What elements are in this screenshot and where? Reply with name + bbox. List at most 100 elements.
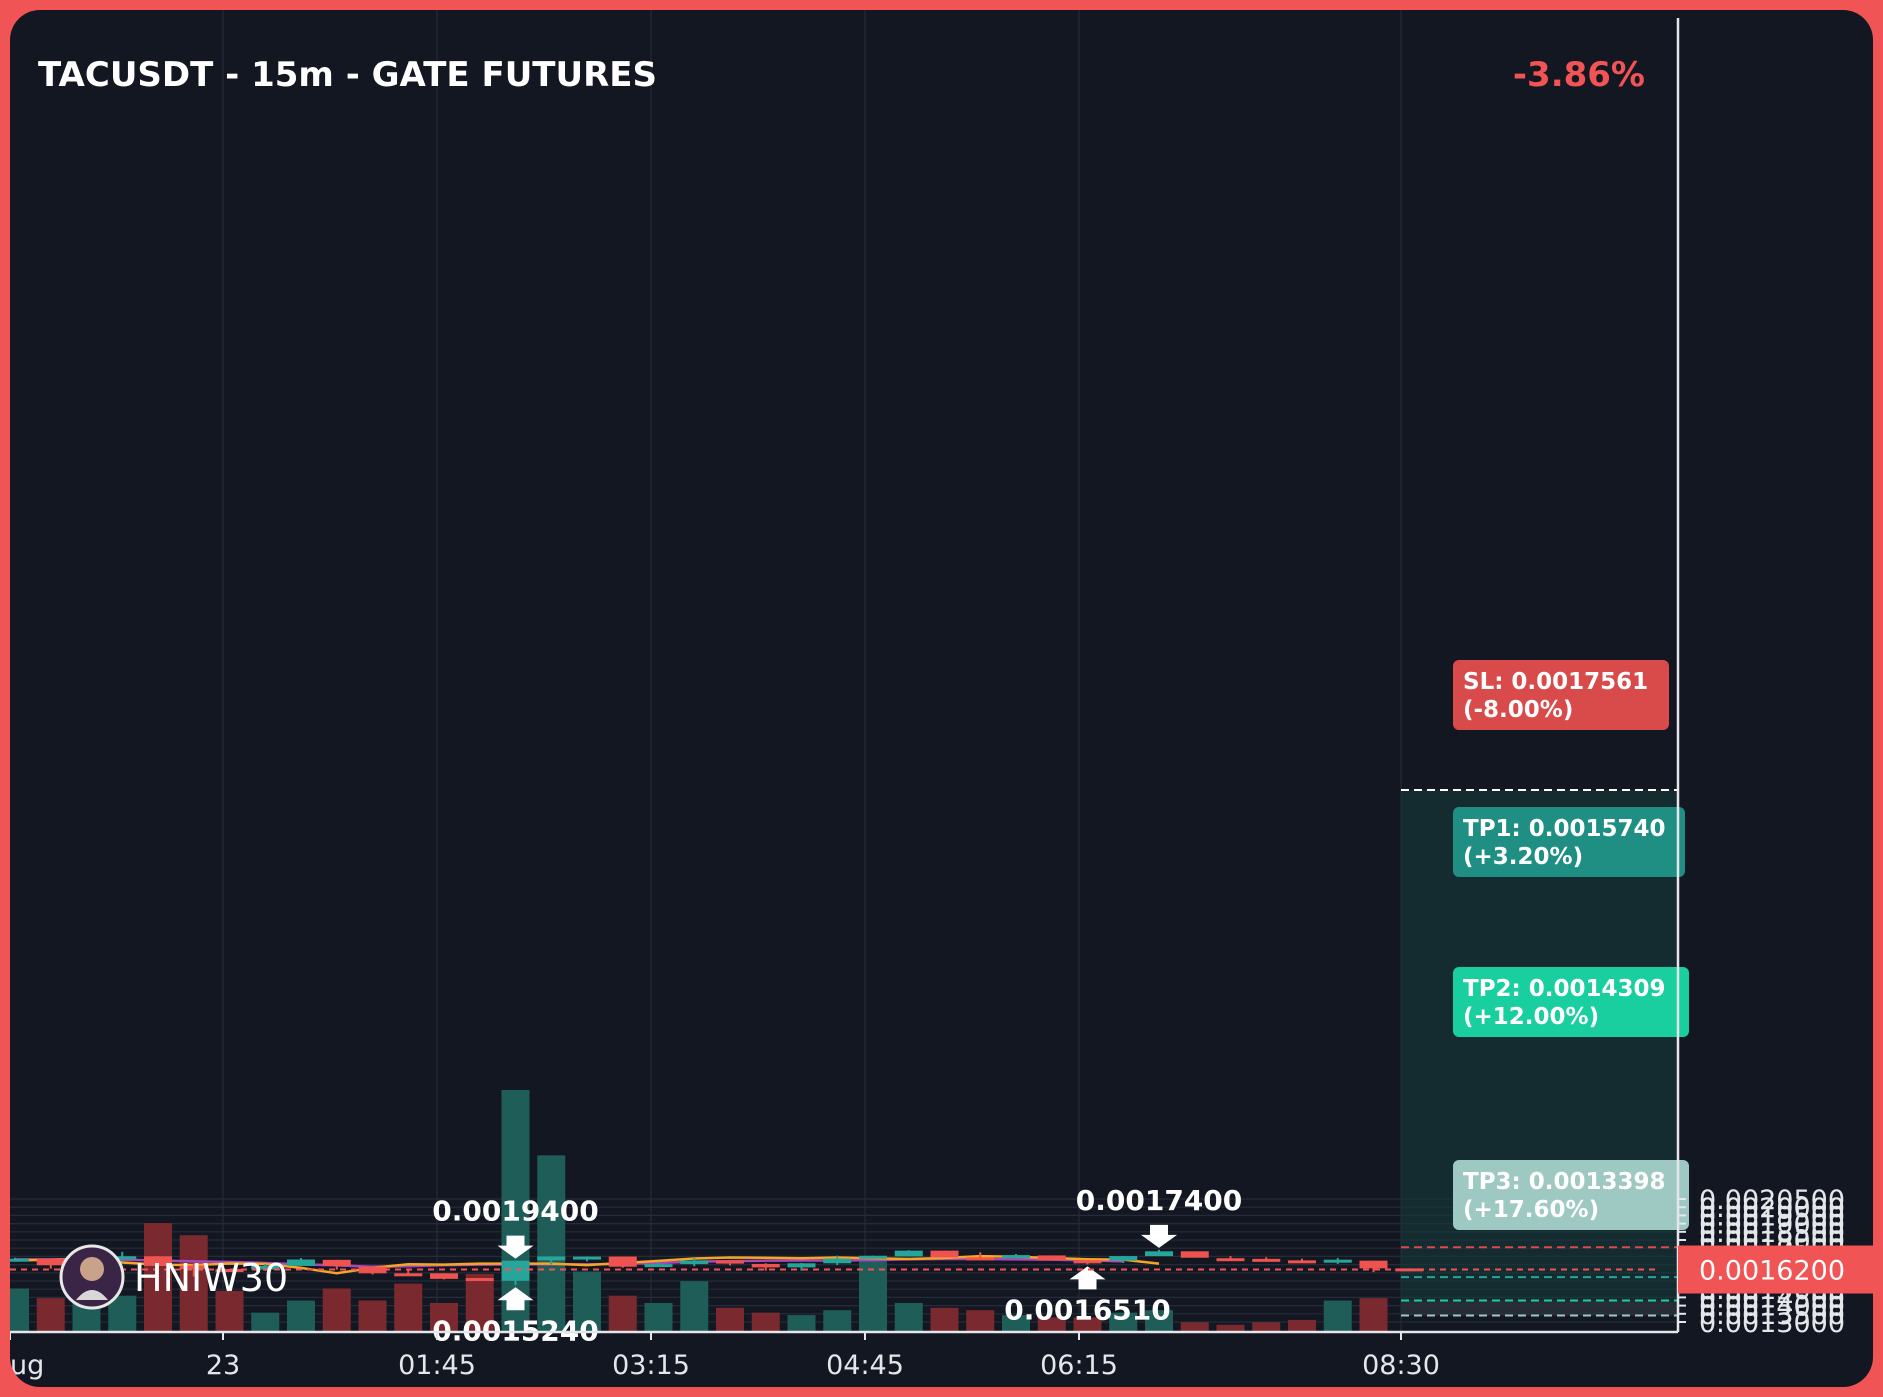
volume-bar — [751, 1312, 780, 1332]
volume-bar — [573, 1271, 601, 1332]
volume-bar — [1216, 1324, 1245, 1332]
tp2-label: TP2: 0.0014309 — [1463, 976, 1666, 1002]
candle-down — [930, 1250, 959, 1258]
candle-up — [1145, 1251, 1173, 1257]
candle-down — [1216, 1258, 1245, 1262]
volume-bar — [1073, 1317, 1102, 1332]
x-tick-label: 08:30 — [1362, 1350, 1440, 1381]
arrow-up-icon — [1069, 1266, 1106, 1290]
candle-up — [287, 1259, 315, 1266]
high-annotation-label: 0.0019400 — [432, 1195, 599, 1228]
candle-down — [465, 1278, 494, 1282]
candle-up — [1002, 1255, 1030, 1259]
volume-bar — [394, 1283, 423, 1332]
x-tick-label: 01:45 — [398, 1350, 476, 1381]
candle-down — [751, 1263, 780, 1268]
volume-bar — [36, 1298, 65, 1332]
brand-watermark: HNIW30 — [59, 1244, 288, 1310]
candle-up — [537, 1256, 566, 1261]
candle-up — [573, 1256, 601, 1260]
ma-fast-line — [14, 1254, 1160, 1275]
volume-bar — [859, 1259, 887, 1332]
tp2-box — [1453, 967, 1689, 1037]
volume-bar — [1109, 1312, 1138, 1332]
x-tick-label: 03:15 — [612, 1350, 690, 1381]
candle-up — [823, 1258, 852, 1264]
volume-bar — [894, 1302, 923, 1332]
candle-down — [322, 1259, 351, 1267]
sl-percent: (-8.00%) — [1463, 697, 1573, 723]
brand-name: HNIW30 — [134, 1256, 288, 1300]
moving-averages — [14, 1254, 1160, 1275]
candle-up — [644, 1264, 673, 1268]
volume-bar — [322, 1288, 351, 1332]
avatar-face-icon — [80, 1257, 104, 1281]
volume-bar — [608, 1295, 637, 1332]
y-tick-label: 0.0013000 — [1699, 1308, 1845, 1339]
candle-down — [358, 1266, 387, 1274]
candle-up — [251, 1265, 280, 1270]
candle-up — [859, 1255, 887, 1259]
arrow-down-icon — [1141, 1224, 1177, 1248]
tp3-label: TP3: 0.0013398 — [1463, 1169, 1666, 1195]
y-tick-label: 0.0020500 — [1699, 1185, 1845, 1216]
arrow-up-icon — [497, 1287, 534, 1311]
candle-up — [680, 1260, 709, 1265]
candle-up — [787, 1263, 816, 1268]
volume-bar — [1180, 1322, 1209, 1332]
candle-down — [215, 1269, 244, 1273]
volume-bar — [716, 1307, 744, 1332]
y-tick-label: 0.0019000 — [1699, 1210, 1845, 1241]
candle-up — [894, 1250, 923, 1257]
candle-down — [1037, 1255, 1066, 1261]
candle-down — [144, 1256, 172, 1266]
volume-bar — [966, 1310, 995, 1332]
x-tick-label: 23 — [206, 1350, 240, 1381]
axes: 0.00130000.00135000.00140000.00145000.00… — [10, 18, 1873, 1381]
x-tick-label: ug — [10, 1350, 44, 1381]
level-labels: SL: 0.0017561(-8.00%) TP1: 0.0015740(+3.2… — [1453, 660, 1689, 1230]
tp1-box — [1453, 807, 1685, 877]
volume-bar — [1145, 1310, 1173, 1332]
candle-up — [1323, 1259, 1352, 1263]
y-tick-label: 0.0014000 — [1699, 1292, 1845, 1323]
chart-title: TACUSDT - 15m - GATE FUTURES — [38, 55, 657, 95]
volume-bar — [144, 1223, 172, 1332]
y-tick-label: 0.0020000 — [1699, 1193, 1845, 1224]
volume-bar — [358, 1300, 387, 1332]
x-tick-label: 04:45 — [826, 1350, 904, 1381]
volume-bar — [1002, 1315, 1030, 1332]
y-tick-label: 0.0019500 — [1699, 1201, 1845, 1232]
volume-bar — [787, 1315, 816, 1332]
volume-bar — [1037, 1317, 1066, 1332]
volume-bar — [1323, 1300, 1352, 1332]
volume-bar — [1252, 1322, 1281, 1332]
volume-bar — [430, 1302, 458, 1332]
candle-down — [608, 1256, 637, 1267]
chart-frame: 0.0019400 0.0015240 0.0017400 0.0016510 SL:… — [10, 10, 1873, 1387]
price-change: -3.86% — [1513, 55, 1645, 95]
take-profit-zone-2 — [1401, 1300, 1678, 1316]
candle-down — [430, 1273, 458, 1279]
candle-down — [394, 1273, 423, 1277]
volume-bar — [823, 1310, 852, 1332]
tp1-percent: (+3.20%) — [1463, 844, 1583, 870]
tp3-percent: (+17.60%) — [1463, 1197, 1599, 1223]
low-annotation-label: 0.0016510 — [1004, 1293, 1171, 1326]
candle-up — [501, 1260, 530, 1281]
candle-up — [1109, 1256, 1138, 1261]
candle-up — [108, 1256, 137, 1260]
sl-label: SL: 0.0017561 — [1463, 669, 1648, 695]
volume-bar — [680, 1281, 709, 1332]
tp2-percent: (+12.00%) — [1463, 1004, 1599, 1030]
volume-bar — [465, 1273, 494, 1332]
candle-down — [36, 1258, 65, 1266]
candle-down — [966, 1257, 995, 1261]
high-annotation-label: 0.0017400 — [1076, 1184, 1243, 1217]
tp3-box — [1453, 1160, 1689, 1230]
avatar-body-icon — [76, 1290, 108, 1300]
volume-bar — [179, 1235, 208, 1332]
candle-down — [716, 1260, 744, 1264]
volume-bars — [10, 1090, 1388, 1332]
